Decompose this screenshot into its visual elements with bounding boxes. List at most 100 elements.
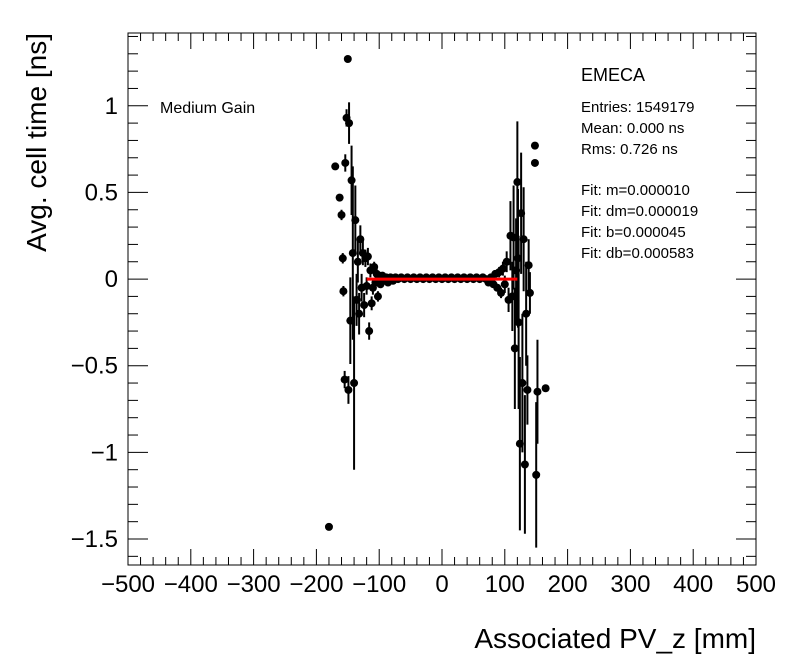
marker <box>518 379 527 388</box>
data-point <box>510 287 519 410</box>
marker <box>345 119 354 128</box>
marker <box>497 288 506 297</box>
x-tick-label: −500 <box>101 571 155 598</box>
marker <box>525 288 534 297</box>
y-tick-label: 0.5 <box>85 179 118 206</box>
x-tick-label: 0 <box>435 571 448 598</box>
marker <box>519 235 528 244</box>
data-point <box>335 193 344 202</box>
x-tick-label: 500 <box>736 571 776 598</box>
data-point <box>520 395 529 534</box>
marker <box>351 216 360 225</box>
stats-box: EMECA Entries: 1549179 Mean: 0.000 ns Rm… <box>581 65 698 262</box>
marker <box>513 178 522 187</box>
marker <box>532 470 541 479</box>
data-point <box>519 187 528 292</box>
data-point <box>522 261 531 366</box>
x-axis-tick-labels: −500 −400 −300 −200 −100 0 100 200 300 400 500 <box>101 571 776 598</box>
data-point <box>360 292 369 318</box>
marker <box>498 264 507 273</box>
y-tick-label: −0.5 <box>71 353 118 380</box>
data-point <box>337 209 346 221</box>
x-axis-title: Associated PV_z [mm] <box>474 623 756 654</box>
marker <box>340 375 349 384</box>
marker <box>500 280 509 289</box>
x-tick-label: −100 <box>352 571 406 598</box>
x-tick-label: −400 <box>164 571 218 598</box>
stats-mean: Mean: 0.000 ns <box>581 120 684 137</box>
data-point <box>541 384 550 393</box>
gain-annotation: Medium Gain <box>160 100 255 117</box>
data-point <box>523 355 532 425</box>
data-point <box>355 292 364 335</box>
x-axis-ticks <box>127 33 757 565</box>
marker <box>530 158 539 167</box>
data-point <box>341 154 350 172</box>
marker <box>510 344 519 353</box>
data-point <box>530 158 539 167</box>
data-point <box>524 239 533 292</box>
data-point <box>351 185 360 255</box>
stats-fit-m: Fit: m=0.000010 <box>581 182 690 199</box>
x-tick-label: 400 <box>673 571 713 598</box>
data-point <box>530 141 539 150</box>
marker <box>520 460 529 469</box>
marker <box>339 287 348 296</box>
x-tick-label: 100 <box>485 571 525 598</box>
y-axis-tick-labels: −1.5 −1 −0.5 0 0.5 1 <box>71 93 118 553</box>
data-point <box>532 402 541 548</box>
data-point <box>367 296 376 311</box>
marker <box>373 292 382 301</box>
marker <box>541 384 550 393</box>
y-tick-label: −1 <box>91 439 118 466</box>
marker <box>338 254 347 263</box>
marker <box>530 141 539 150</box>
y-tick-label: 1 <box>105 93 118 120</box>
marker <box>350 379 359 388</box>
marker <box>522 309 531 318</box>
marker <box>533 387 542 396</box>
marker <box>360 301 369 310</box>
marker <box>363 252 372 261</box>
stats-fit-b: Fit: b=0.000045 <box>581 224 686 241</box>
marker <box>367 299 376 308</box>
marker <box>324 522 333 531</box>
data-point <box>344 376 353 404</box>
data-point <box>525 272 534 314</box>
data-point <box>533 339 542 444</box>
stats-entries: Entries: 1549179 <box>581 99 694 116</box>
y-tick-label: 0 <box>105 266 118 293</box>
marker <box>365 327 374 336</box>
data-point <box>339 286 348 297</box>
data-point <box>497 287 506 299</box>
y-tick-label: −1.5 <box>71 526 118 553</box>
x-tick-label: −200 <box>289 571 343 598</box>
data-point <box>498 261 507 276</box>
marker <box>502 257 511 266</box>
stats-title: EMECA <box>581 65 645 85</box>
data-point <box>365 322 374 340</box>
marker <box>344 385 353 394</box>
marker <box>343 54 352 63</box>
stats-fit-db: Fit: db=0.000583 <box>581 245 694 262</box>
data-point <box>514 235 523 410</box>
marker <box>353 257 362 266</box>
data-point <box>363 247 372 266</box>
stats-fit-dm: Fit: dm=0.000019 <box>581 203 698 220</box>
marker <box>514 318 523 327</box>
data-point <box>331 162 340 171</box>
data-point <box>340 370 349 389</box>
marker <box>347 176 356 185</box>
marker <box>362 282 371 291</box>
marker <box>524 261 533 270</box>
marker <box>337 210 346 219</box>
x-tick-label: 200 <box>548 571 588 598</box>
marker <box>523 385 532 394</box>
y-axis-title: Avg. cell time [ns] <box>21 33 52 252</box>
y-axis-ticks <box>128 35 756 557</box>
data-point <box>350 296 359 470</box>
marker <box>335 193 344 202</box>
data-point <box>373 291 382 302</box>
